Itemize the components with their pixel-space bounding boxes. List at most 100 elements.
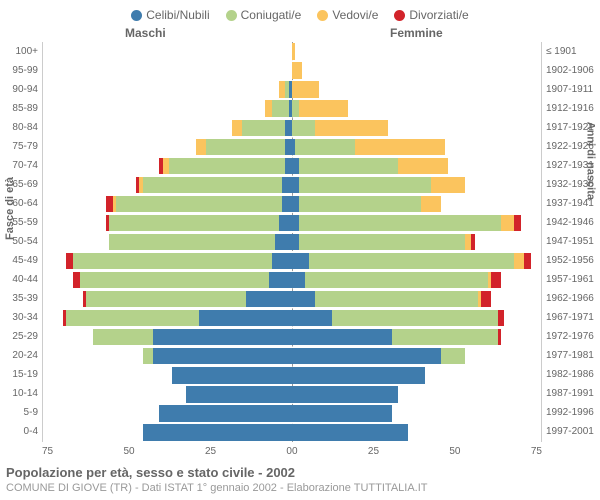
legend-item: Coniugati/e [226,8,302,22]
female-half [292,424,541,440]
bars-area [42,42,542,442]
x-tick: 75 [42,446,53,457]
male-half [43,405,292,421]
legend-item: Vedovi/e [317,8,378,22]
bar-segment [315,291,478,307]
bar-segment [143,348,153,364]
legend-swatch [317,10,328,21]
bar-segment [299,177,432,193]
pyramid-row [43,156,541,175]
legend-item: Celibi/Nubili [131,8,209,22]
pyramid-row [43,290,541,309]
female-half [292,158,541,174]
male-half [43,424,292,440]
bar-segment [292,43,295,59]
bar-segment [299,196,422,212]
bar-segment [93,329,153,345]
pyramid-row [43,271,541,290]
bar-segment [285,120,292,136]
male-half [43,43,292,59]
age-tick: 70-74 [0,161,38,171]
bar-segment [292,272,305,288]
chart-subtitle: COMUNE DI GIOVE (TR) - Dati ISTAT 1° gen… [6,482,594,494]
female-half [292,100,541,116]
legend-label: Divorziati/e [409,8,468,22]
bar-segment [109,234,275,250]
pyramid-row [43,404,541,423]
age-tick: 10-14 [0,389,38,399]
bar-segment [285,158,292,174]
bar-segment [305,272,488,288]
bar-segment [292,120,315,136]
male-half [43,62,292,78]
male-half [43,100,292,116]
bar-segment [292,234,299,250]
bar-segment [465,234,472,250]
male-half [43,234,292,250]
birth-tick: 1977-1981 [546,351,600,361]
male-half [43,367,292,383]
bar-segment [514,215,521,231]
female-half [292,196,541,212]
legend-swatch [394,10,405,21]
pyramid-row [43,366,541,385]
bar-segment [501,215,514,231]
age-tick: 20-24 [0,351,38,361]
male-half [43,348,292,364]
pyramid-row [43,252,541,271]
bar-segment [292,62,302,78]
bar-segment [86,291,245,307]
age-tick: 40-44 [0,275,38,285]
age-tick: 35-39 [0,294,38,304]
bar-segment [159,405,292,421]
legend-item: Divorziati/e [394,8,468,22]
female-half [292,272,541,288]
bar-segment [309,253,515,269]
age-tick: 90-94 [0,85,38,95]
male-half [43,253,292,269]
birth-tick: 1962-1966 [546,294,600,304]
bar-segment [292,367,425,383]
female-half [292,215,541,231]
female-half [292,177,541,193]
legend-label: Vedovi/e [332,8,378,22]
bar-segment [242,120,285,136]
bar-segment [153,329,292,345]
bar-segment [292,348,441,364]
pyramid-row [43,309,541,328]
bar-segment [292,329,392,345]
legend: Celibi/Nubili Coniugati/e Vedovi/e Divorzia… [0,0,600,26]
bar-segment [292,405,392,421]
pyramid-row [43,232,541,251]
male-half [43,329,292,345]
bar-segment [392,329,498,345]
birth-tick: 1957-1961 [546,275,600,285]
female-half [292,62,541,78]
bar-segment [299,215,502,231]
age-tick: 85-89 [0,104,38,114]
x-tick: 25 [205,446,216,457]
bar-segment [169,158,285,174]
female-half [292,120,541,136]
bar-segment [66,310,199,326]
female-label: Femmine [390,26,443,40]
bar-segment [299,158,399,174]
male-half [43,196,292,212]
bar-segment [292,215,299,231]
bar-segment [285,139,292,155]
x-tick: 50 [449,446,460,457]
bar-segment [471,234,474,250]
pyramid-row [43,213,541,232]
birth-tick: 1997-2001 [546,427,600,437]
pyramid-row [43,80,541,99]
bar-segment [73,253,272,269]
bar-segment [431,177,464,193]
bar-segment [80,272,269,288]
bar-segment [498,310,505,326]
pyramid-row [43,175,541,194]
legend-label: Coniugati/e [241,8,302,22]
bar-segment [295,139,355,155]
age-tick: 95-99 [0,66,38,76]
age-tick: 25-29 [0,332,38,342]
bar-segment [143,424,292,440]
